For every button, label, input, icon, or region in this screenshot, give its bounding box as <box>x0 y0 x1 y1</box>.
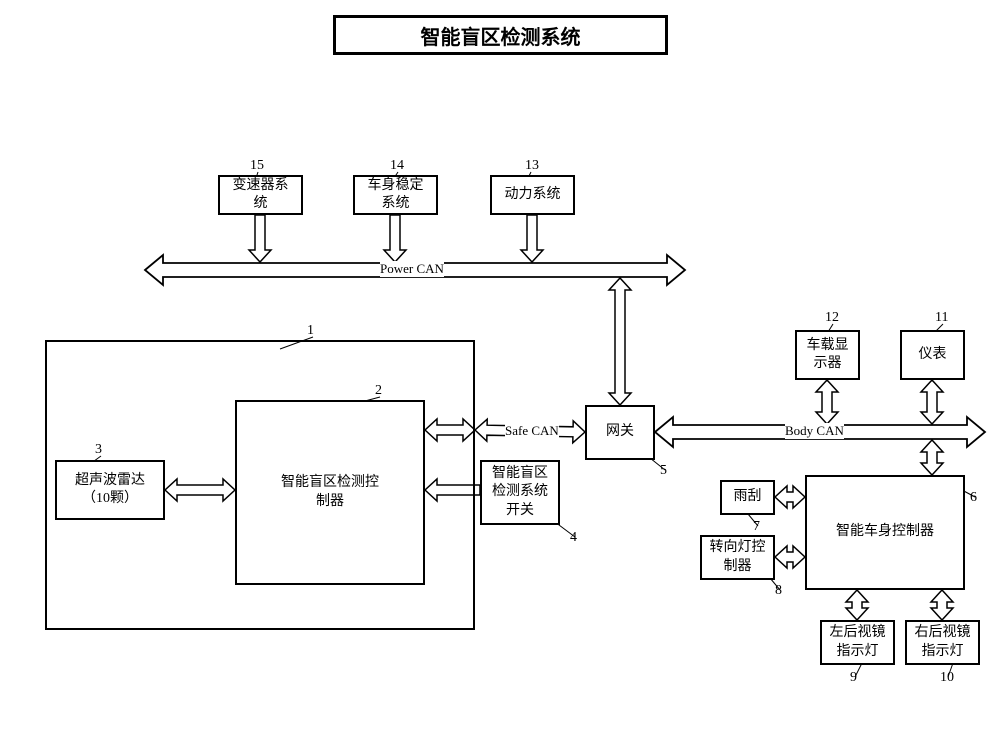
node-b11: 仪表 <box>900 330 965 380</box>
node-label: 智能车身控制器 <box>836 523 934 541</box>
node-label: 动力系统 <box>505 186 561 204</box>
callout-n11: 11 <box>935 310 948 326</box>
node-b5: 网关 <box>585 405 655 460</box>
callout-n7: 7 <box>753 519 760 535</box>
node-label: 网关 <box>606 423 634 441</box>
callout-n5: 5 <box>660 463 667 479</box>
diagram-canvas: 智能盲区检测系统 智能盲区检测控制器超声波雷达（10颗）智能盲区检测系统开关网关… <box>0 0 1000 745</box>
node-b13: 动力系统 <box>490 175 575 215</box>
callout-n10: 10 <box>940 670 954 686</box>
node-label: 转向灯控制器 <box>710 539 766 575</box>
node-label: 车载显示器 <box>807 337 849 373</box>
node-b10: 右后视镜指示灯 <box>905 620 980 665</box>
callout-n12: 12 <box>825 310 839 326</box>
callout-n6: 6 <box>970 490 977 506</box>
bus-label: Power CAN <box>380 261 444 277</box>
node-label: 左后视镜指示灯 <box>830 624 886 660</box>
arrow-label: Safe CAN <box>505 423 559 439</box>
node-b2: 智能盲区检测控制器 <box>235 400 425 585</box>
node-b6: 智能车身控制器 <box>805 475 965 590</box>
node-label: 雨刮 <box>734 488 762 506</box>
node-label: 右后视镜指示灯 <box>915 624 971 660</box>
callout-n8: 8 <box>775 583 782 599</box>
node-b8: 转向灯控制器 <box>700 535 775 580</box>
node-label: 变速器系统 <box>233 177 289 213</box>
callout-n1: 1 <box>307 323 314 339</box>
node-b9: 左后视镜指示灯 <box>820 620 895 665</box>
node-label: 车身稳定系统 <box>368 177 424 213</box>
callout-n13: 13 <box>525 158 539 174</box>
node-b7: 雨刮 <box>720 480 775 515</box>
callout-n2: 2 <box>375 383 382 399</box>
callout-n14: 14 <box>390 158 404 174</box>
node-label: 智能盲区检测系统开关 <box>492 465 548 520</box>
node-b4: 智能盲区检测系统开关 <box>480 460 560 525</box>
node-label: 智能盲区检测控制器 <box>281 474 379 510</box>
callout-n3: 3 <box>95 442 102 458</box>
callout-n15: 15 <box>250 158 264 174</box>
bus-label: Body CAN <box>785 423 844 439</box>
node-b12: 车载显示器 <box>795 330 860 380</box>
node-b14: 车身稳定系统 <box>353 175 438 215</box>
node-b3: 超声波雷达（10颗） <box>55 460 165 520</box>
node-label: 超声波雷达（10颗） <box>75 472 145 508</box>
callout-n4: 4 <box>570 530 577 546</box>
callout-n9: 9 <box>850 670 857 686</box>
node-label: 仪表 <box>919 346 947 364</box>
node-b15: 变速器系统 <box>218 175 303 215</box>
